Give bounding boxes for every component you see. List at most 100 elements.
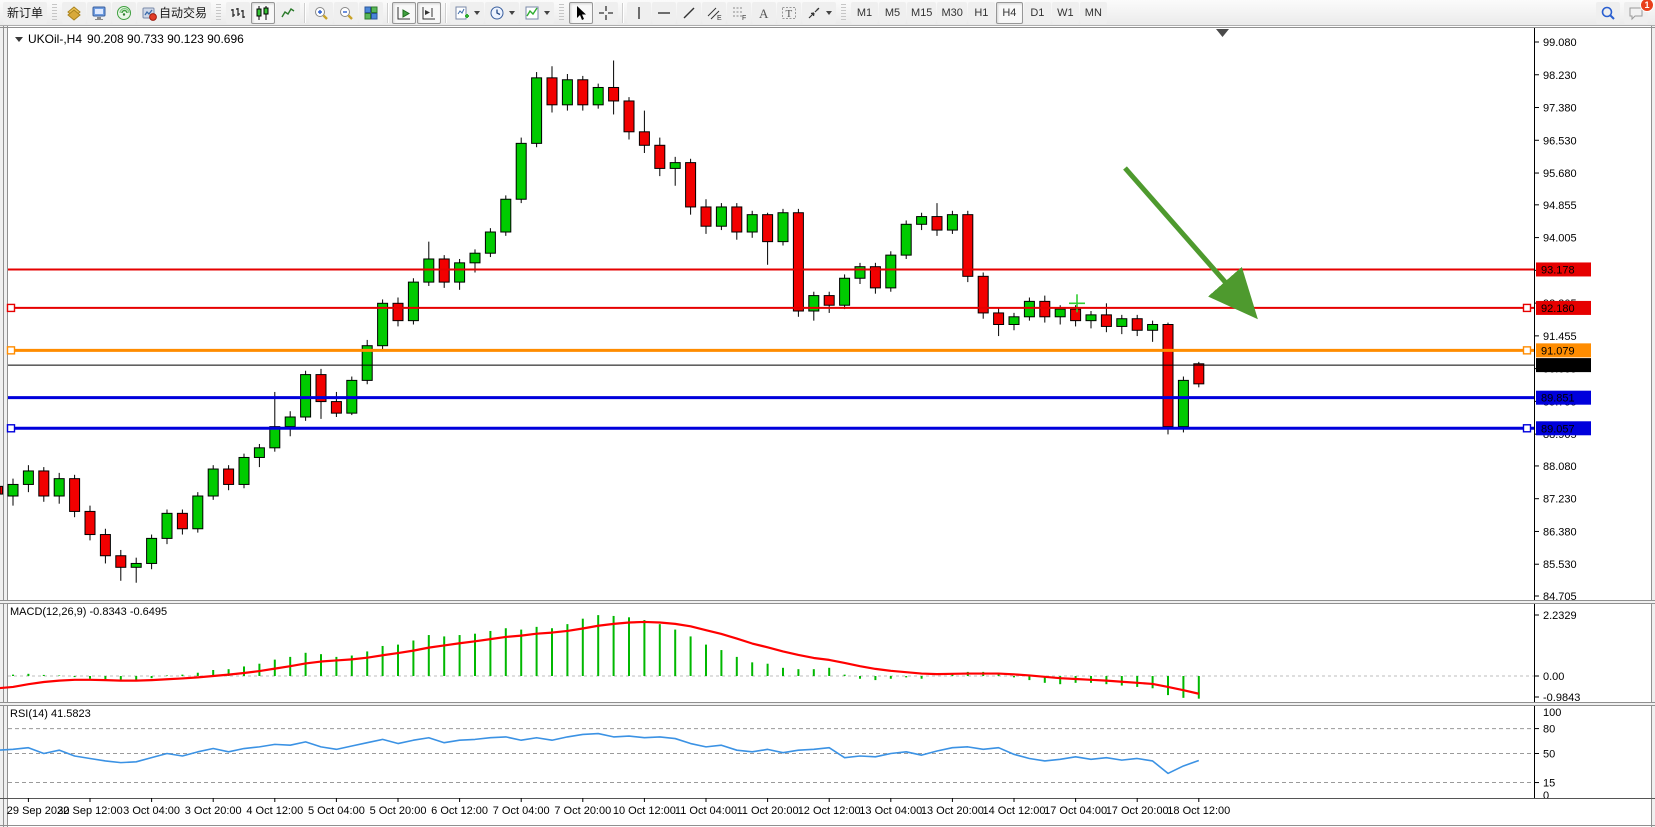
fibonacci-button[interactable]: F — [727, 1, 752, 24]
timeframe-h4-button[interactable]: H4 — [995, 1, 1023, 24]
timeframe-mn-button[interactable]: MN — [1079, 1, 1107, 24]
line-handle — [6, 424, 16, 433]
search-icon — [1601, 6, 1615, 20]
svg-text:17 Oct 04:00: 17 Oct 04:00 — [1044, 805, 1107, 817]
svg-text:7 Oct 20:00: 7 Oct 20:00 — [554, 805, 611, 817]
chart-collapse-icon[interactable] — [15, 36, 23, 42]
vertical-line-button[interactable] — [627, 1, 652, 24]
cursor-button[interactable] — [569, 1, 594, 24]
chart-shift-icon — [422, 6, 436, 19]
indicators-icon — [525, 6, 539, 19]
svg-text:100: 100 — [1543, 707, 1561, 719]
signal-button[interactable] — [112, 1, 137, 24]
main-toolbar: 新订单 自动交易 — [0, 0, 1655, 26]
svg-text:13 Oct 20:00: 13 Oct 20:00 — [921, 805, 984, 817]
timeframe-label: D1 — [1030, 6, 1045, 19]
text-label-button[interactable]: T — [777, 1, 802, 24]
chart-shift-marker[interactable] — [1216, 29, 1229, 37]
plus-marker[interactable] — [1069, 294, 1085, 313]
timeframe-label: H4 — [1002, 6, 1017, 19]
panel-separator[interactable] — [0, 702, 1655, 706]
svg-text:11 Oct 20:00: 11 Oct 20:00 — [737, 805, 799, 817]
svg-text:14 Oct 12:00: 14 Oct 12:00 — [983, 805, 1046, 817]
zoom-out-button[interactable] — [334, 1, 359, 24]
bar-chart-button[interactable] — [226, 1, 251, 24]
toolbar-grip[interactable] — [52, 3, 58, 22]
fibonacci-icon: F — [733, 7, 746, 21]
svg-text:90.696: 90.696 — [1541, 360, 1575, 372]
timeframe-label: M5 — [884, 6, 901, 19]
timeframe-w1-button[interactable]: W1 — [1051, 1, 1079, 24]
rsi-name: RSI(14) — [10, 708, 48, 720]
timeframe-h1-button[interactable]: H1 — [967, 1, 995, 24]
chart-canvas[interactable]: 99.080 98.230 97.380 96.530 95.680 94.855 94.0… — [0, 26, 1655, 827]
auto-trading-button[interactable]: 自动交易 — [137, 1, 212, 24]
toolbar-separator — [304, 2, 306, 23]
line-handle — [1522, 424, 1532, 433]
gold-box-button[interactable] — [62, 1, 87, 24]
market-watch-button[interactable] — [87, 1, 112, 24]
horizontal-lines-layer[interactable] — [6, 268, 1535, 433]
tile-windows-button[interactable] — [359, 1, 384, 24]
svg-text:13 Oct 04:00: 13 Oct 04:00 — [859, 805, 922, 817]
new-chart-icon — [455, 6, 470, 19]
auto-scroll-button[interactable] — [392, 1, 417, 24]
svg-text:5 Oct 04:00: 5 Oct 04:00 — [308, 805, 365, 817]
rsi-indicator-label: RSI(14) 41.5823 — [10, 708, 91, 720]
svg-text:91.079: 91.079 — [1541, 345, 1575, 357]
svg-text:94.855: 94.855 — [1543, 200, 1577, 212]
trend-arrow-object[interactable] — [1123, 166, 1258, 320]
new-chart-button[interactable] — [450, 1, 485, 24]
zoom-in-button[interactable] — [309, 1, 334, 24]
text-icon: A — [759, 6, 769, 21]
svg-text:80: 80 — [1543, 724, 1555, 736]
dropdown-caret[interactable] — [826, 10, 833, 15]
candlestick-chart-icon — [256, 5, 269, 20]
dropdown-caret[interactable] — [544, 10, 551, 15]
chat-notification-badge[interactable]: 1 — [1640, 0, 1654, 12]
candlestick-chart-button[interactable] — [251, 1, 276, 24]
auto-trading-label: 自动交易 — [159, 6, 208, 20]
line-handle — [1522, 346, 1532, 355]
window-frame — [0, 26, 1655, 827]
svg-text:97.380: 97.380 — [1543, 103, 1577, 115]
timeframe-m1-button[interactable]: M1 — [851, 1, 879, 24]
chart-ohlc-values: 90.208 90.733 90.123 90.696 — [87, 32, 244, 46]
horizontal-line-button[interactable] — [652, 1, 677, 24]
trendline-icon — [683, 7, 695, 18]
svg-text:92.180: 92.180 — [1541, 303, 1575, 315]
svg-text:5 Oct 20:00: 5 Oct 20:00 — [370, 805, 427, 817]
arrows-button[interactable] — [802, 1, 837, 24]
svg-text:29 Sep 2022: 29 Sep 2022 — [7, 805, 69, 817]
toolbar-grip[interactable] — [559, 3, 565, 22]
line-chart-icon — [281, 7, 295, 17]
equidistant-channel-button[interactable]: E — [702, 1, 727, 24]
timeframe-m30-button[interactable]: M30 — [937, 1, 967, 24]
panel-separator[interactable] — [0, 600, 1655, 604]
svg-text:91.455: 91.455 — [1543, 331, 1577, 343]
chart-shift-button[interactable] — [417, 1, 442, 24]
svg-text:96.530: 96.530 — [1543, 135, 1577, 147]
svg-text:17 Oct 20:00: 17 Oct 20:00 — [1106, 805, 1169, 817]
new-order-button[interactable]: 新订单 — [3, 1, 48, 24]
timeframe-label: M15 — [911, 6, 933, 19]
crosshair-button[interactable] — [594, 1, 619, 24]
text-button[interactable]: A — [752, 1, 777, 24]
dropdown-caret[interactable] — [474, 10, 481, 15]
timeframe-m5-button[interactable]: M5 — [879, 1, 907, 24]
search-button[interactable] — [1596, 1, 1620, 24]
timeframe-clock-button[interactable] — [485, 1, 520, 24]
toolbar-grip[interactable] — [841, 3, 847, 22]
line-chart-button[interactable] — [276, 1, 301, 24]
gold-box-icon — [67, 5, 81, 21]
indicators-button[interactable] — [520, 1, 555, 24]
zoom-out-icon — [340, 6, 353, 20]
horizontal-line-icon — [658, 11, 671, 14]
svg-text:30 Sep 12:00: 30 Sep 12:00 — [57, 805, 122, 817]
timeframe-m15-button[interactable]: M15 — [907, 1, 937, 24]
dropdown-caret[interactable] — [509, 10, 516, 15]
timeframe-d1-button[interactable]: D1 — [1023, 1, 1051, 24]
trendline-button[interactable] — [677, 1, 702, 24]
toolbar-grip[interactable] — [216, 3, 222, 22]
